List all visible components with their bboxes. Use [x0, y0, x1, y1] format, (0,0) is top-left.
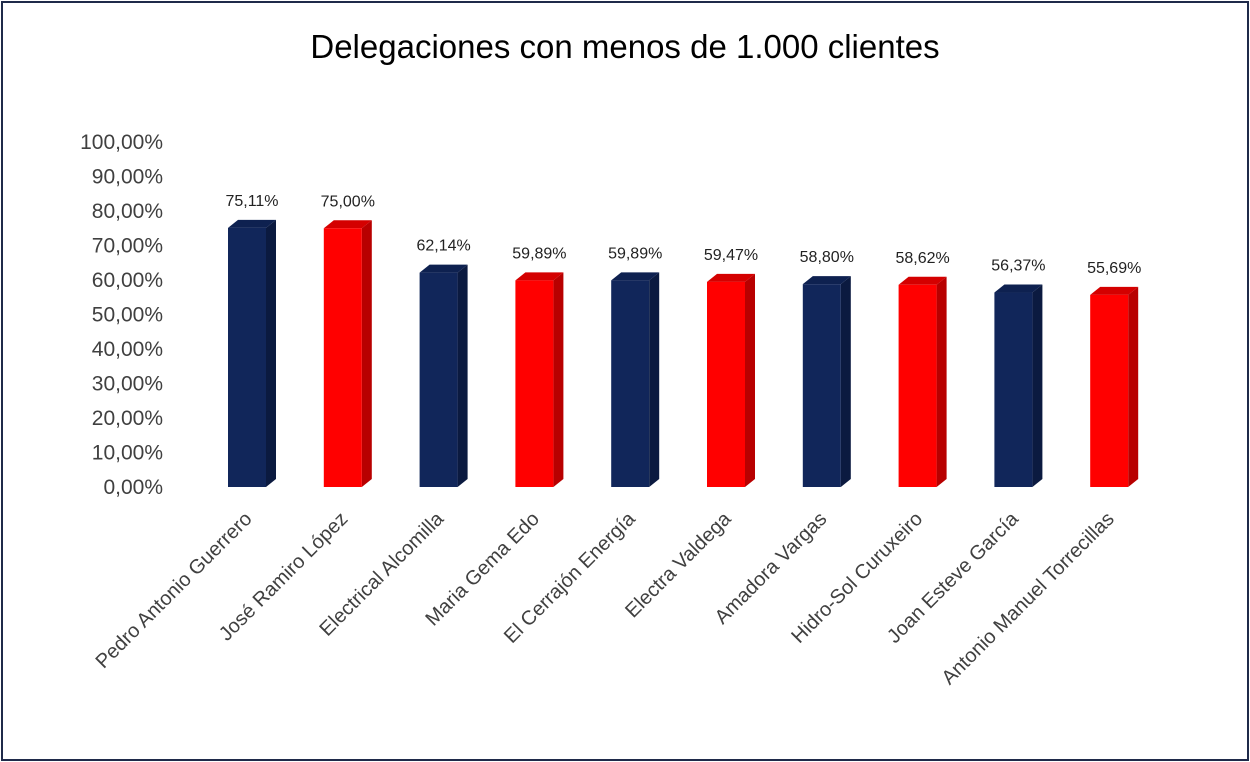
bar [228, 219, 276, 488]
data-label: 58,80% [800, 249, 854, 266]
bar-top [707, 273, 755, 282]
bar [515, 272, 564, 487]
bar [419, 264, 468, 487]
bar-top [802, 276, 851, 285]
bar-top [515, 272, 564, 281]
y-tick-label: 0,00% [103, 476, 163, 499]
bar [898, 276, 947, 487]
bar-side [649, 272, 660, 487]
y-tick-label: 10,00% [92, 442, 163, 465]
bar [323, 220, 372, 487]
bar-top [611, 272, 660, 281]
bar-top [898, 276, 947, 285]
data-label: 59,47% [704, 247, 758, 264]
bar [994, 284, 1043, 487]
y-tick-label: 50,00% [92, 304, 163, 327]
bar-front [515, 280, 554, 487]
data-label: 75,11% [225, 193, 278, 210]
data-label: 59,89% [512, 245, 566, 262]
bar-front [707, 281, 745, 487]
bar-front [228, 227, 266, 488]
data-label: 75,00% [321, 193, 375, 210]
category-label: Antonio Manuel Torrecillas [938, 508, 1119, 689]
bar-side [745, 273, 755, 487]
bar [1090, 286, 1139, 487]
y-tick-label: 90,00% [92, 166, 163, 189]
bar-front [611, 280, 650, 487]
chart-title: Delegaciones con menos de 1.000 clientes [310, 28, 940, 65]
bar-top [1090, 286, 1139, 295]
y-tick-label: 60,00% [92, 269, 163, 292]
bar-side [936, 276, 947, 487]
data-label: 62,14% [416, 238, 470, 255]
y-tick-label: 80,00% [92, 200, 163, 223]
bar [707, 273, 755, 487]
category-label: Pedro Antonio Guerrero [92, 508, 257, 673]
data-label: 59,89% [608, 245, 662, 262]
bar-front [323, 228, 362, 487]
bars [228, 219, 1139, 488]
bar-top [323, 220, 372, 229]
data-labels: 75,11% 75,00% 62,14% 59,89% 59,89% 59,47% 58,8… [225, 193, 1141, 277]
bar-front [994, 292, 1033, 487]
bar-side [1032, 284, 1043, 487]
bar-front [898, 284, 937, 487]
y-tick-label: 100,00% [80, 131, 163, 154]
y-tick-label: 70,00% [92, 235, 163, 258]
bar-front [419, 272, 458, 487]
bar [611, 272, 660, 487]
y-tick-label: 20,00% [92, 407, 163, 430]
bar-front [1090, 294, 1129, 487]
y-axis-ticks: 0,00% 10,00% 20,00% 30,00% 40,00% 50,00% 60,00… [80, 131, 163, 499]
bar [802, 276, 851, 487]
bar-side [553, 272, 564, 487]
bar-side [457, 264, 468, 487]
data-label: 58,62% [895, 250, 949, 267]
data-label: 56,37% [991, 258, 1045, 275]
bar-side [840, 276, 851, 487]
bar-top [228, 219, 276, 228]
y-tick-label: 40,00% [92, 338, 163, 361]
bar-side [1128, 286, 1139, 487]
bar-top [994, 284, 1043, 293]
bar-side [361, 220, 372, 487]
data-label: 55,69% [1087, 260, 1141, 277]
bar-top [419, 264, 468, 273]
bar-front [802, 284, 841, 487]
bar-side [266, 219, 276, 488]
y-tick-label: 30,00% [92, 373, 163, 396]
